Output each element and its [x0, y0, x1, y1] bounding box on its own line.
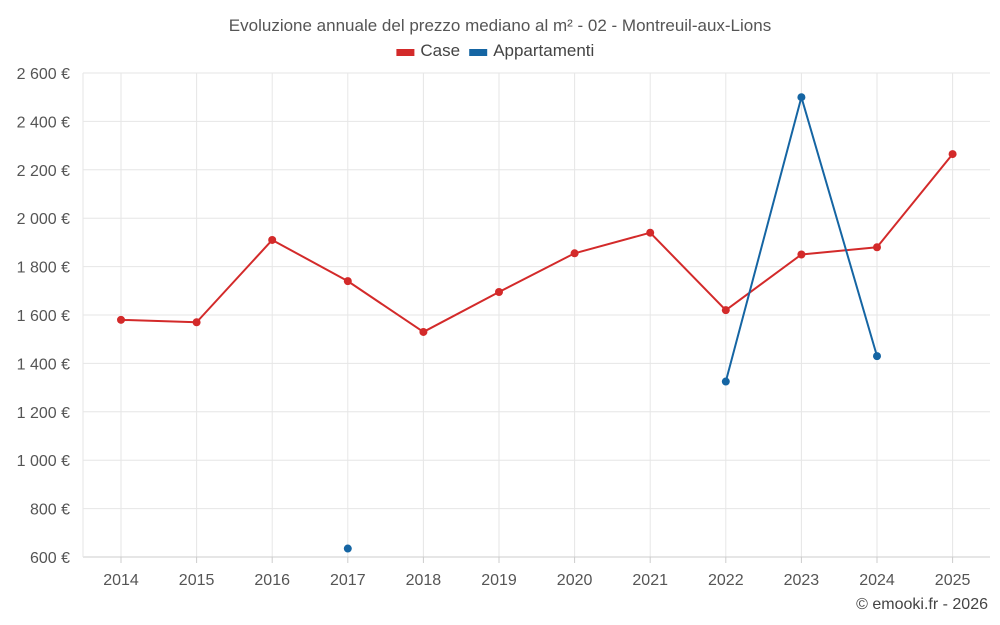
- data-point[interactable]: [797, 93, 806, 102]
- data-point[interactable]: [343, 277, 352, 286]
- data-point[interactable]: [419, 327, 428, 336]
- y-tick-label: 2 400 €: [17, 114, 70, 131]
- x-tick-label: 2024: [859, 572, 895, 589]
- legend-swatch: [396, 49, 415, 56]
- data-point[interactable]: [495, 288, 503, 297]
- data-point[interactable]: [268, 235, 277, 244]
- data-point[interactable]: [343, 544, 352, 553]
- x-axis-ticks: 2014 2015 2016 2017 2018 2019 2020 2021 2022 2023…: [103, 572, 970, 589]
- credit-text: © emooki.fr - 2026: [856, 596, 988, 613]
- series-line: [120, 153, 954, 333]
- series-layer: [117, 93, 957, 553]
- y-tick-label: 2 000 €: [17, 211, 70, 228]
- legend-label: Appartamenti: [493, 41, 594, 60]
- y-tick-label: 2 600 €: [17, 66, 70, 83]
- x-tick-label: 2016: [254, 572, 290, 589]
- data-point[interactable]: [192, 318, 201, 327]
- y-tick-label: 1 400 €: [17, 356, 70, 373]
- x-tick-label: 2014: [103, 572, 139, 589]
- y-tick-label: 1 200 €: [17, 405, 70, 422]
- data-point[interactable]: [797, 250, 806, 259]
- data-point[interactable]: [873, 243, 881, 252]
- x-tick-label: 2021: [632, 572, 668, 589]
- x-tick-label: 2015: [179, 572, 215, 589]
- x-gridlines: [120, 73, 954, 563]
- y-tick-label: 1 600 €: [17, 308, 70, 325]
- chart-title: Evoluzione annuale del prezzo mediano al…: [229, 16, 771, 35]
- x-tick-label: 2019: [481, 572, 517, 589]
- x-tick-label: 2017: [330, 572, 366, 589]
- y-tick-label: 600 €: [30, 550, 70, 567]
- y-gridlines: [83, 72, 990, 558]
- x-tick-label: 2023: [784, 572, 820, 589]
- y-tick-label: 2 200 €: [17, 163, 70, 180]
- data-point[interactable]: [873, 352, 881, 361]
- y-tick-label: 800 €: [30, 502, 70, 519]
- y-axis-ticks: 600 € 800 € 1 000 € 1 200 € 1 400 € 1 600 € 1 …: [17, 66, 70, 567]
- data-point[interactable]: [117, 315, 125, 324]
- series-case: [117, 150, 957, 336]
- legend-item[interactable]: Appartamenti: [469, 41, 594, 60]
- data-point[interactable]: [646, 228, 655, 237]
- data-point[interactable]: [570, 249, 579, 258]
- x-tick-label: 2022: [708, 572, 744, 589]
- data-point[interactable]: [948, 150, 957, 159]
- x-tick-label: 2018: [406, 572, 442, 589]
- legend-label: Case: [420, 41, 460, 60]
- series-appartamenti: [343, 93, 881, 553]
- data-point[interactable]: [721, 306, 730, 315]
- y-tick-label: 1 000 €: [17, 453, 70, 470]
- legend-swatch: [469, 49, 488, 56]
- y-tick-label: 1 800 €: [17, 260, 70, 277]
- axes: [82, 73, 990, 558]
- data-point[interactable]: [721, 377, 730, 386]
- legend-item[interactable]: Case: [396, 41, 460, 60]
- x-tick-label: 2025: [935, 572, 971, 589]
- legend[interactable]: Case Appartamenti: [396, 41, 594, 60]
- x-tick-label: 2020: [557, 572, 593, 589]
